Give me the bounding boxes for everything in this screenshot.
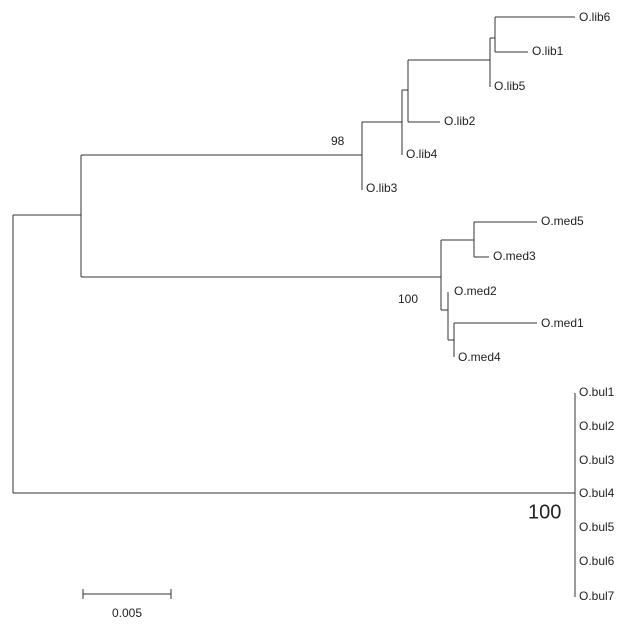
leaf-label: O.lib2 (444, 114, 476, 128)
leaf-label: O.bul5 (579, 520, 615, 534)
leaf-label: O.bul6 (579, 554, 615, 568)
leaf-label: O.bul4 (579, 486, 615, 500)
leaf-label: O.bul1 (579, 385, 615, 399)
leaf-label: O.med2 (454, 284, 497, 298)
leaf-label: O.bul7 (579, 589, 615, 603)
branches (12, 16, 576, 597)
leaf-label: O.med4 (458, 350, 501, 364)
leaf-label: O.med5 (541, 214, 584, 228)
bootstrap-value: 100 (398, 292, 418, 306)
leaf-label: O.bul2 (579, 419, 615, 433)
leaf-label: O.med3 (493, 249, 536, 263)
leaf-label: O.lib5 (494, 79, 526, 93)
scale-bar: 0.005 (82, 589, 172, 620)
leaf-label: O.lib3 (366, 181, 398, 195)
bootstrap-value: 98 (331, 134, 345, 148)
leaf-label: O.lib6 (579, 10, 611, 24)
scale-label: 0.005 (112, 606, 142, 620)
leaf-label: O.bul3 (579, 453, 615, 467)
leaf-label: O.lib1 (532, 44, 564, 58)
leaf-label: O.med1 (541, 316, 584, 330)
support-values: 98 100 100 (331, 134, 561, 523)
bootstrap-value: 100 (528, 501, 561, 523)
leaf-labels: O.lib6 O.lib1 O.lib5 O.lib2 O.lib4 O.lib… (366, 10, 615, 603)
leaf-label: O.lib4 (406, 147, 438, 161)
